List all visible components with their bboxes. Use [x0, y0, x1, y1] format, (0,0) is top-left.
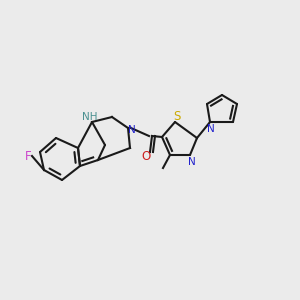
Text: N: N [128, 125, 136, 135]
Text: F: F [25, 151, 31, 164]
Text: O: O [141, 151, 151, 164]
Text: N: N [207, 124, 215, 134]
Text: S: S [173, 110, 181, 124]
Text: N: N [188, 157, 196, 167]
Text: NH: NH [82, 112, 98, 122]
